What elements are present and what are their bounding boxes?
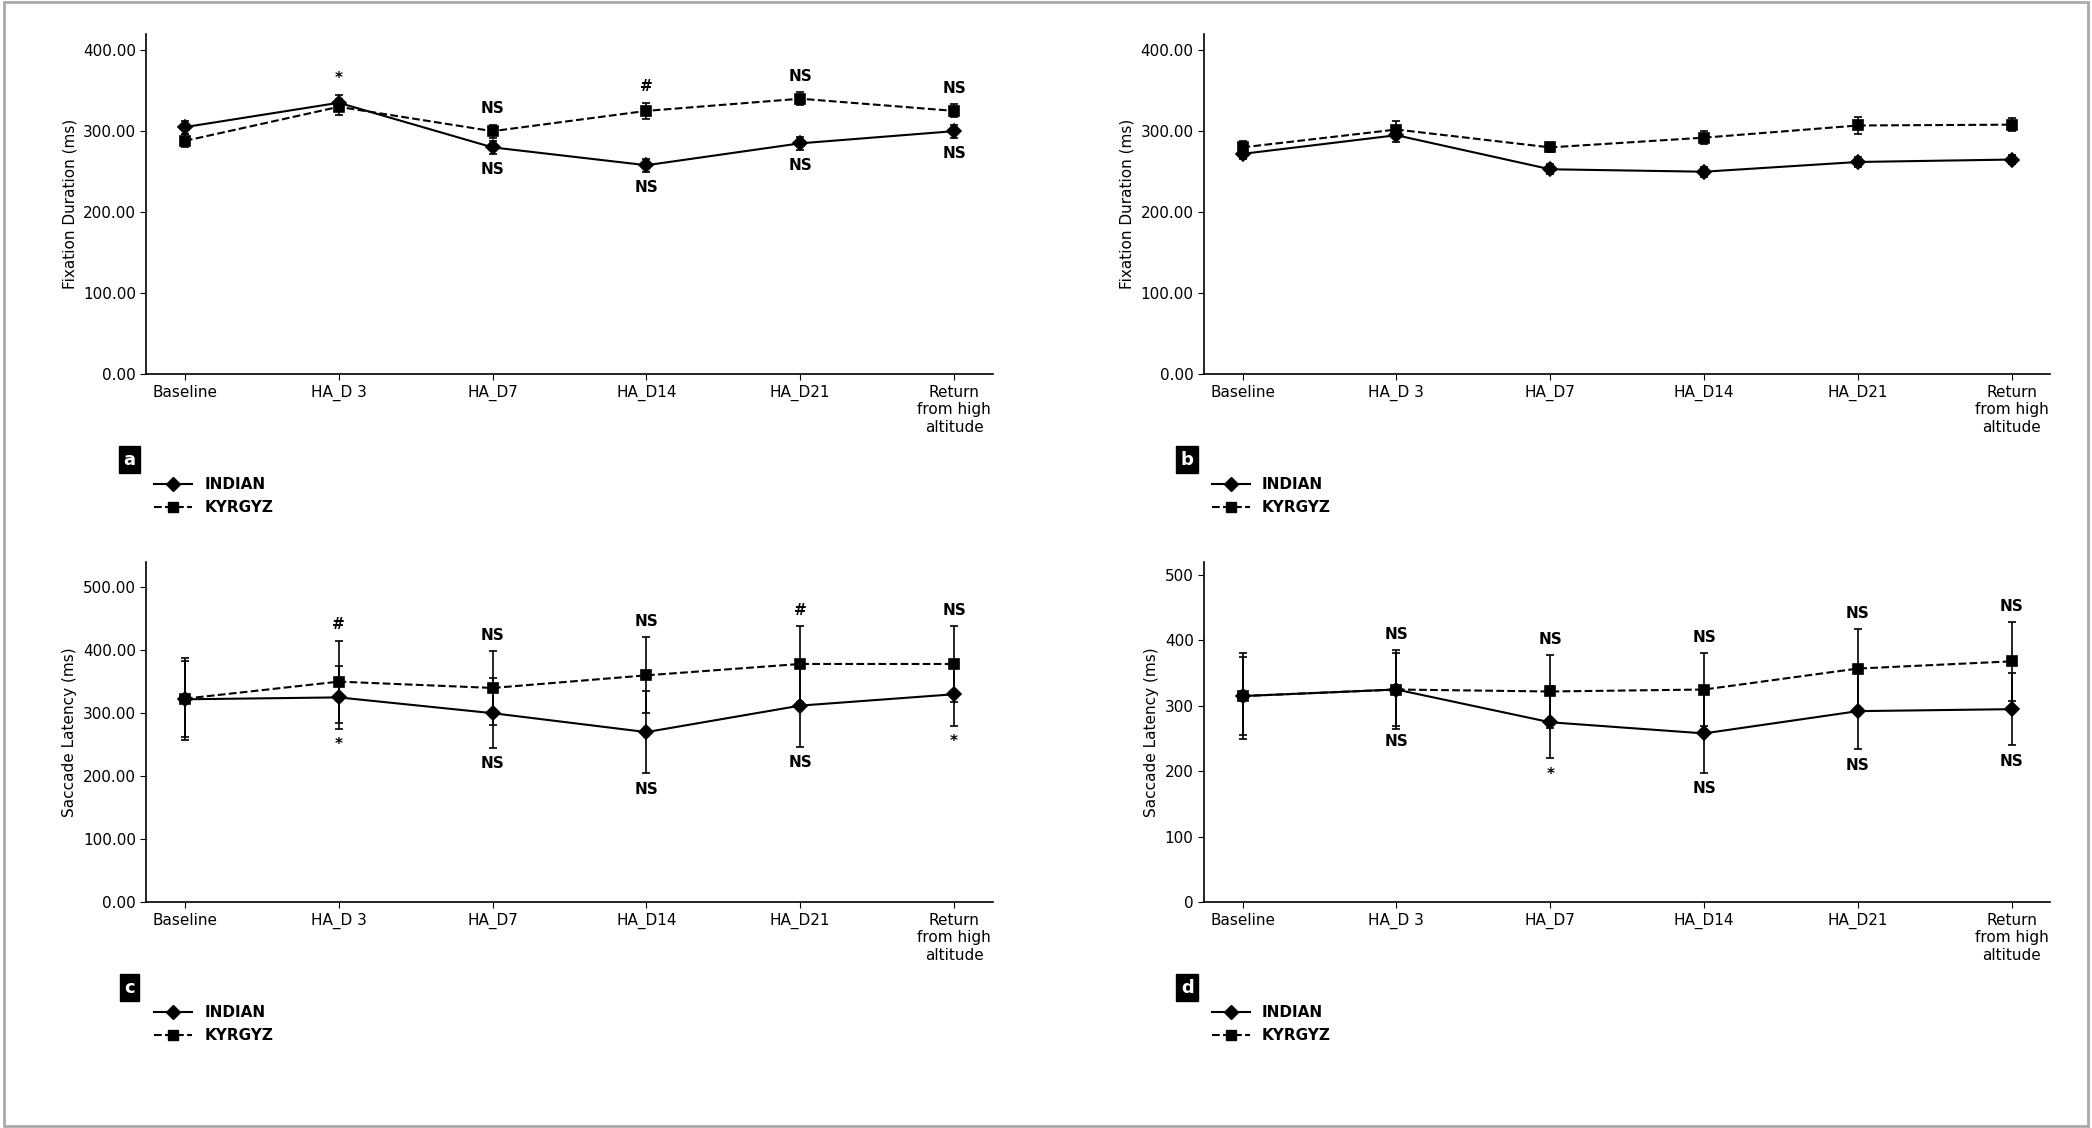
Text: *: * xyxy=(950,734,958,749)
Text: NS: NS xyxy=(481,628,504,643)
Text: d: d xyxy=(1180,979,1195,996)
Text: NS: NS xyxy=(1385,627,1408,642)
Text: NS: NS xyxy=(481,102,504,116)
Text: #: # xyxy=(640,79,653,95)
Y-axis label: Saccade Latency (ms): Saccade Latency (ms) xyxy=(1144,647,1159,817)
Text: NS: NS xyxy=(1692,629,1715,645)
Text: NS: NS xyxy=(1692,782,1715,796)
Text: NS: NS xyxy=(941,81,967,96)
Legend: INDIAN, KYRGYZ: INDIAN, KYRGYZ xyxy=(155,1005,274,1043)
Legend: INDIAN, KYRGYZ: INDIAN, KYRGYZ xyxy=(155,477,274,515)
Text: NS: NS xyxy=(789,755,812,770)
Text: c: c xyxy=(123,979,134,996)
Text: NS: NS xyxy=(481,162,504,177)
Text: NS: NS xyxy=(941,147,967,161)
Text: #: # xyxy=(793,602,808,618)
Text: *: * xyxy=(335,738,343,752)
Text: NS: NS xyxy=(634,614,659,629)
Legend: INDIAN, KYRGYZ: INDIAN, KYRGYZ xyxy=(1211,1005,1331,1043)
Text: NS: NS xyxy=(481,757,504,772)
Text: NS: NS xyxy=(2000,754,2023,768)
Y-axis label: Fixation Duration (ms): Fixation Duration (ms) xyxy=(1119,120,1136,289)
Legend: INDIAN, KYRGYZ: INDIAN, KYRGYZ xyxy=(1211,477,1331,515)
Text: NS: NS xyxy=(1385,734,1408,749)
Text: NS: NS xyxy=(1845,606,1870,620)
Text: #: # xyxy=(333,617,345,632)
Text: NS: NS xyxy=(634,180,659,195)
Text: NS: NS xyxy=(1845,758,1870,773)
Text: NS: NS xyxy=(941,602,967,618)
Y-axis label: Saccade Latency (ms): Saccade Latency (ms) xyxy=(63,647,77,817)
Text: *: * xyxy=(1546,767,1554,782)
Text: b: b xyxy=(1180,450,1195,468)
Text: NS: NS xyxy=(2000,599,2023,614)
Text: NS: NS xyxy=(789,69,812,83)
Text: NS: NS xyxy=(789,158,812,174)
Text: a: a xyxy=(123,450,136,468)
Y-axis label: Fixation Duration (ms): Fixation Duration (ms) xyxy=(63,120,77,289)
Text: NS: NS xyxy=(1538,632,1563,647)
Text: NS: NS xyxy=(634,782,659,796)
Text: *: * xyxy=(335,71,343,86)
